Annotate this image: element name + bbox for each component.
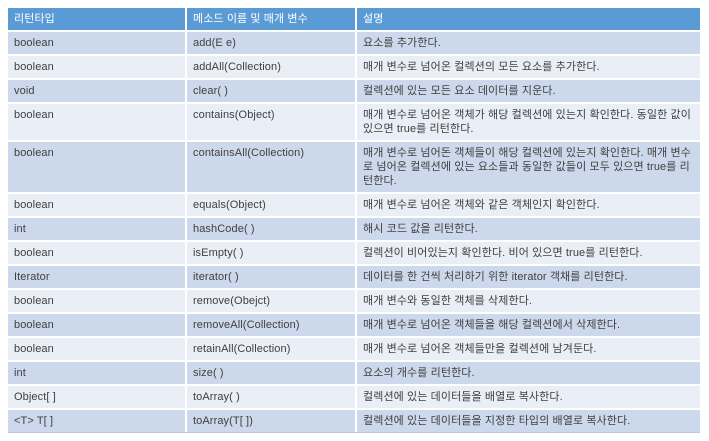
cell-return-type: int	[8, 218, 185, 240]
cell-method: addAll(Collection)	[187, 56, 355, 78]
table-row: boolean removeAll(Collection) 매개 변수로 넘어온 객…	[8, 314, 700, 336]
cell-method: removeAll(Collection)	[187, 314, 355, 336]
cell-return-type: boolean	[8, 56, 185, 78]
cell-description: 매개 변수로 넘어온 객체가 해당 컬렉션에 있는지 확인한다. 동일한 값이 …	[357, 104, 700, 140]
cell-description: 매개 변수로 넘어온 객체들만을 컬렉션에 남겨둔다.	[357, 338, 700, 360]
header-cell-method: 메소드 이름 및 매개 변수	[187, 8, 355, 30]
cell-description: 매개 변수로 넘어돈 객체들이 해당 컬렉션에 있는지 확인한다. 매개 변수로…	[357, 142, 700, 192]
header-cell-description: 설명	[357, 8, 700, 30]
cell-method: size( )	[187, 362, 355, 384]
cell-description: 컬렉션이 비어있는지 확인한다. 비어 있으면 true를 리턴한다.	[357, 242, 700, 264]
cell-method: clear( )	[187, 80, 355, 102]
cell-method: hashCode( )	[187, 218, 355, 240]
cell-return-type: Object[ ]	[8, 386, 185, 408]
cell-return-type: boolean	[8, 104, 185, 140]
cell-method: iterator( )	[187, 266, 355, 288]
table-row: void clear( ) 컬렉션에 있는 모든 요소 데이터를 지운다.	[8, 80, 700, 102]
cell-description: 요소를 추가한다.	[357, 32, 700, 54]
method-table: 리턴타입 메소드 이름 및 매개 변수 설명 boolean add(E e) 요소…	[8, 8, 700, 433]
table-header-row: 리턴타입 메소드 이름 및 매개 변수 설명	[8, 8, 700, 30]
cell-description: 데이터를 한 건씩 처리하기 위한 iterator 객채를 리턴한다.	[357, 266, 700, 288]
table-row: boolean addAll(Collection) 매개 변수로 넘어온 컬렉션의…	[8, 56, 700, 78]
table-row: Iterator iterator( ) 데이터를 한 건씩 처리하기 위한 ite…	[8, 266, 700, 288]
table-row: boolean contains(Object) 매개 변수로 넘어온 객체가 해당…	[8, 104, 700, 140]
cell-description: 컬렉션에 있는 모든 요소 데이터를 지운다.	[357, 80, 700, 102]
table-row: boolean isEmpty( ) 컬렉션이 비어있는지 확인한다. 비어 있으면…	[8, 242, 700, 264]
cell-method: contains(Object)	[187, 104, 355, 140]
cell-return-type: int	[8, 362, 185, 384]
cell-description: 해시 코드 값을 리턴한다.	[357, 218, 700, 240]
cell-method: toArray(T[ ])	[187, 410, 355, 432]
table-row: int hashCode( ) 해시 코드 값을 리턴한다.	[8, 218, 700, 240]
cell-method: isEmpty( )	[187, 242, 355, 264]
cell-description: 매개 변수로 넘어온 컬렉션의 모든 요소를 추가한다.	[357, 56, 700, 78]
table-row: boolean equals(Object) 매개 변수로 넘어온 객체와 같은 객…	[8, 194, 700, 216]
table-row: int size( ) 요소의 개수를 리턴한다.	[8, 362, 700, 384]
cell-method: remove(Obejct)	[187, 290, 355, 312]
cell-description: 매개 변수로 넘어온 객체들을 해당 컬렉션에서 삭제한다.	[357, 314, 700, 336]
cell-return-type: boolean	[8, 32, 185, 54]
table-row: <T> T[ ] toArray(T[ ]) 컬렉션에 있는 데이터들을 지정한 타…	[8, 410, 700, 432]
table-row: boolean containsAll(Collection) 매개 변수로 넘어돈…	[8, 142, 700, 192]
cell-return-type: boolean	[8, 142, 185, 192]
cell-method: toArray( )	[187, 386, 355, 408]
cell-method: retainAll(Collection)	[187, 338, 355, 360]
header-cell-return-type: 리턴타입	[8, 8, 185, 30]
cell-description: 컬렉션에 있는 데이터들을 지정한 타입의 배열로 복사한다.	[357, 410, 700, 432]
cell-return-type: <T> T[ ]	[8, 410, 185, 432]
cell-return-type: boolean	[8, 338, 185, 360]
cell-return-type: void	[8, 80, 185, 102]
table-row: boolean retainAll(Collection) 매개 변수로 넘어온 객…	[8, 338, 700, 360]
table-row: boolean remove(Obejct) 매개 변수와 동일한 객체를 삭제한다…	[8, 290, 700, 312]
cell-return-type: boolean	[8, 314, 185, 336]
cell-description: 매개 변수로 넘어온 객체와 같은 객체인지 확인한다.	[357, 194, 700, 216]
cell-method: add(E e)	[187, 32, 355, 54]
cell-description: 컬렉션에 있는 데이터들을 배열로 복사한다.	[357, 386, 700, 408]
cell-return-type: boolean	[8, 242, 185, 264]
cell-description: 요소의 개수를 리턴한다.	[357, 362, 700, 384]
cell-method: containsAll(Collection)	[187, 142, 355, 192]
table-body: boolean add(E e) 요소를 추가한다. boolean addAll(Co…	[8, 32, 700, 432]
table-row: boolean add(E e) 요소를 추가한다.	[8, 32, 700, 54]
cell-method: equals(Object)	[187, 194, 355, 216]
cell-return-type: Iterator	[8, 266, 185, 288]
cell-description: 매개 변수와 동일한 객체를 삭제한다.	[357, 290, 700, 312]
cell-return-type: boolean	[8, 290, 185, 312]
cell-return-type: boolean	[8, 194, 185, 216]
table-row: Object[ ] toArray( ) 컬렉션에 있는 데이터들을 배열로 복사한…	[8, 386, 700, 408]
